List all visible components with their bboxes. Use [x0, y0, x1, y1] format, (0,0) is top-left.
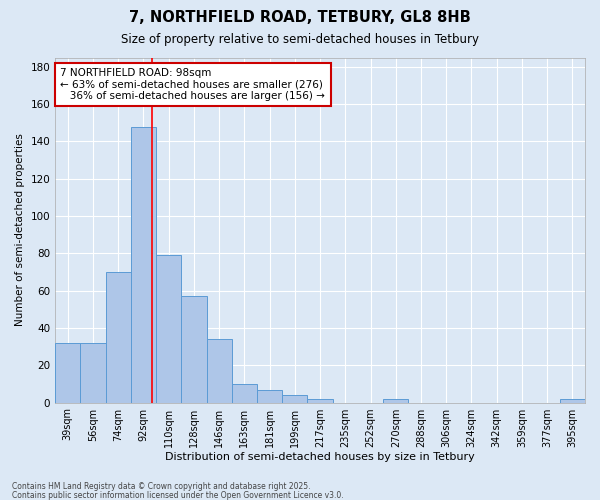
Bar [80, 343, 106, 402]
Bar [156, 255, 181, 402]
Text: Size of property relative to semi-detached houses in Tetbury: Size of property relative to semi-detach… [121, 32, 479, 46]
Bar [282, 395, 307, 402]
Text: 7 NORTHFIELD ROAD: 98sqm
← 63% of semi-detached houses are smaller (276)
   36% : 7 NORTHFIELD ROAD: 98sqm ← 63% of semi-d… [61, 68, 325, 101]
Bar [257, 390, 282, 402]
Bar [206, 339, 232, 402]
Bar [106, 272, 131, 402]
Bar [232, 384, 257, 402]
Text: Contains HM Land Registry data © Crown copyright and database right 2025.: Contains HM Land Registry data © Crown c… [12, 482, 311, 491]
Y-axis label: Number of semi-detached properties: Number of semi-detached properties [15, 134, 25, 326]
Bar [383, 399, 409, 402]
Bar [181, 296, 206, 403]
Text: 7, NORTHFIELD ROAD, TETBURY, GL8 8HB: 7, NORTHFIELD ROAD, TETBURY, GL8 8HB [129, 10, 471, 25]
Bar [55, 343, 80, 402]
Bar [131, 126, 156, 402]
Bar [307, 399, 332, 402]
X-axis label: Distribution of semi-detached houses by size in Tetbury: Distribution of semi-detached houses by … [165, 452, 475, 462]
Bar [560, 399, 585, 402]
Text: Contains public sector information licensed under the Open Government Licence v3: Contains public sector information licen… [12, 490, 344, 500]
